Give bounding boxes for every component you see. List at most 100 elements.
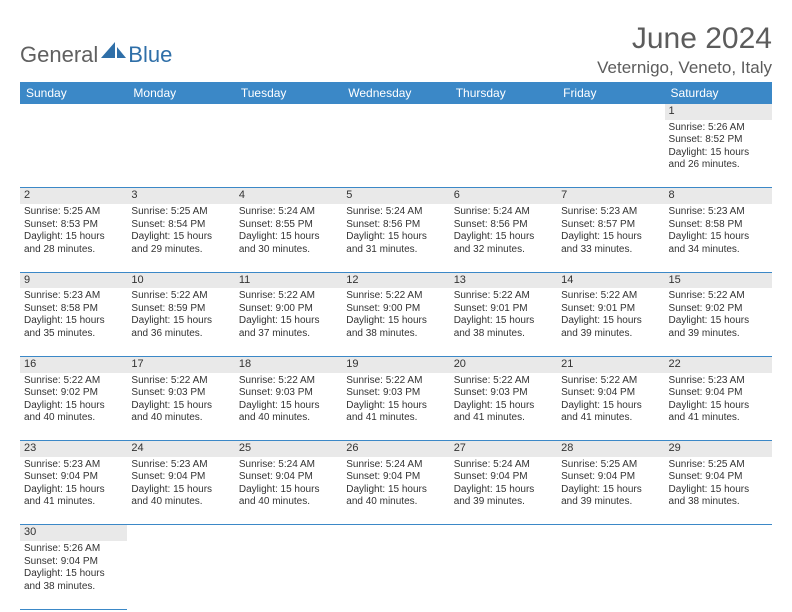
day-detail-cell: Sunrise: 5:23 AMSunset: 8:58 PMDaylight:… — [20, 288, 127, 356]
day-detail-row: Sunrise: 5:22 AMSunset: 9:02 PMDaylight:… — [20, 373, 772, 441]
header: General Blue June 2024 Veternigo, Veneto… — [20, 22, 772, 78]
day-detail-cell: Sunrise: 5:26 AMSunset: 8:52 PMDaylight:… — [665, 120, 772, 188]
sunset-text: Sunset: 9:01 PM — [561, 303, 660, 316]
sunset-text: Sunset: 8:59 PM — [131, 303, 230, 316]
daylight-text: Daylight: 15 hours — [454, 484, 553, 497]
sunrise-text: Sunrise: 5:24 AM — [239, 206, 338, 219]
sunrise-text: Sunrise: 5:23 AM — [669, 375, 768, 388]
sunset-text: Sunset: 9:00 PM — [239, 303, 338, 316]
day-number-cell: 2 — [20, 188, 127, 204]
day-detail-row: Sunrise: 5:23 AMSunset: 8:58 PMDaylight:… — [20, 288, 772, 356]
sunrise-text: Sunrise: 5:23 AM — [131, 459, 230, 472]
weekday-header-row: Sunday Monday Tuesday Wednesday Thursday… — [20, 82, 772, 104]
sunset-text: Sunset: 9:04 PM — [561, 387, 660, 400]
day-detail-row: Sunrise: 5:26 AMSunset: 9:04 PMDaylight:… — [20, 541, 772, 609]
day-detail-cell — [235, 541, 342, 609]
sunrise-text: Sunrise: 5:25 AM — [669, 459, 768, 472]
day-number: 27 — [454, 442, 466, 454]
sunset-text: Sunset: 8:56 PM — [346, 219, 445, 232]
daylight-text: and 40 minutes. — [131, 412, 230, 425]
daynum-row: 30 — [20, 525, 772, 541]
sunrise-text: Sunrise: 5:23 AM — [669, 206, 768, 219]
day-number-cell: 10 — [127, 272, 234, 288]
daylight-text: Daylight: 15 hours — [454, 315, 553, 328]
sunset-text: Sunset: 9:04 PM — [454, 471, 553, 484]
day-detail-cell: Sunrise: 5:22 AMSunset: 9:03 PMDaylight:… — [450, 373, 557, 441]
day-detail-row: Sunrise: 5:26 AMSunset: 8:52 PMDaylight:… — [20, 120, 772, 188]
day-number: 20 — [454, 358, 466, 370]
day-number-cell: 14 — [557, 272, 664, 288]
daylight-text: Daylight: 15 hours — [239, 231, 338, 244]
day-detail-cell — [557, 120, 664, 188]
day-detail-cell — [450, 541, 557, 609]
sunrise-text: Sunrise: 5:22 AM — [24, 375, 123, 388]
daylight-text: Daylight: 15 hours — [561, 484, 660, 497]
daylight-text: and 41 minutes. — [24, 496, 123, 509]
sunrise-text: Sunrise: 5:24 AM — [454, 206, 553, 219]
sunset-text: Sunset: 8:58 PM — [669, 219, 768, 232]
sunrise-text: Sunrise: 5:25 AM — [561, 459, 660, 472]
day-number-cell — [665, 525, 772, 541]
daylight-text: Daylight: 15 hours — [669, 400, 768, 413]
day-number-cell: 3 — [127, 188, 234, 204]
sunrise-text: Sunrise: 5:24 AM — [454, 459, 553, 472]
sunrise-text: Sunrise: 5:23 AM — [24, 290, 123, 303]
daylight-text: Daylight: 15 hours — [561, 231, 660, 244]
sunset-text: Sunset: 9:04 PM — [239, 471, 338, 484]
day-number: 17 — [131, 358, 143, 370]
weekday-header: Friday — [557, 82, 664, 104]
daylight-text: Daylight: 15 hours — [346, 400, 445, 413]
daylight-text: and 33 minutes. — [561, 244, 660, 257]
daylight-text: Daylight: 15 hours — [131, 400, 230, 413]
daylight-text: and 31 minutes. — [346, 244, 445, 257]
day-number: 29 — [669, 442, 681, 454]
day-detail-cell: Sunrise: 5:23 AMSunset: 8:57 PMDaylight:… — [557, 204, 664, 272]
day-number-cell: 30 — [20, 525, 127, 541]
daylight-text: and 39 minutes. — [454, 496, 553, 509]
day-number-cell: 27 — [450, 441, 557, 457]
daylight-text: Daylight: 15 hours — [131, 231, 230, 244]
weekday-header: Thursday — [450, 82, 557, 104]
daylight-text: and 26 minutes. — [669, 159, 768, 172]
daynum-row: 9101112131415 — [20, 272, 772, 288]
day-number-cell: 17 — [127, 356, 234, 372]
day-detail-cell: Sunrise: 5:22 AMSunset: 9:02 PMDaylight:… — [665, 288, 772, 356]
daynum-row: 2345678 — [20, 188, 772, 204]
sunrise-text: Sunrise: 5:23 AM — [24, 459, 123, 472]
daylight-text: and 37 minutes. — [239, 328, 338, 341]
sunset-text: Sunset: 9:03 PM — [239, 387, 338, 400]
day-number-cell: 9 — [20, 272, 127, 288]
day-detail-cell: Sunrise: 5:22 AMSunset: 9:03 PMDaylight:… — [342, 373, 449, 441]
day-detail-cell: Sunrise: 5:25 AMSunset: 8:53 PMDaylight:… — [20, 204, 127, 272]
sunset-text: Sunset: 9:03 PM — [346, 387, 445, 400]
day-detail-cell — [665, 541, 772, 609]
day-number-cell — [450, 104, 557, 120]
sunrise-text: Sunrise: 5:22 AM — [454, 375, 553, 388]
day-number-cell: 20 — [450, 356, 557, 372]
sunset-text: Sunset: 9:00 PM — [346, 303, 445, 316]
weekday-header: Saturday — [665, 82, 772, 104]
day-detail-cell: Sunrise: 5:22 AMSunset: 9:04 PMDaylight:… — [557, 373, 664, 441]
day-detail-cell: Sunrise: 5:22 AMSunset: 9:01 PMDaylight:… — [557, 288, 664, 356]
sunset-text: Sunset: 9:03 PM — [131, 387, 230, 400]
sail-icon — [101, 40, 127, 65]
day-detail-cell: Sunrise: 5:22 AMSunset: 9:03 PMDaylight:… — [127, 373, 234, 441]
daylight-text: Daylight: 15 hours — [239, 400, 338, 413]
daylight-text: Daylight: 15 hours — [346, 484, 445, 497]
daylight-text: and 41 minutes. — [669, 412, 768, 425]
day-detail-cell: Sunrise: 5:22 AMSunset: 9:02 PMDaylight:… — [20, 373, 127, 441]
sunset-text: Sunset: 9:02 PM — [24, 387, 123, 400]
sunrise-text: Sunrise: 5:24 AM — [346, 206, 445, 219]
day-number: 22 — [669, 358, 681, 370]
day-number-cell: 5 — [342, 188, 449, 204]
sunset-text: Sunset: 9:04 PM — [24, 556, 123, 569]
day-number: 18 — [239, 358, 251, 370]
day-detail-cell — [342, 541, 449, 609]
daylight-text: Daylight: 15 hours — [239, 484, 338, 497]
location: Veternigo, Veneto, Italy — [597, 58, 772, 78]
daylight-text: Daylight: 15 hours — [454, 231, 553, 244]
daylight-text: and 34 minutes. — [669, 244, 768, 257]
weekday-header: Tuesday — [235, 82, 342, 104]
day-detail-cell: Sunrise: 5:24 AMSunset: 8:56 PMDaylight:… — [342, 204, 449, 272]
day-number: 7 — [561, 189, 567, 201]
